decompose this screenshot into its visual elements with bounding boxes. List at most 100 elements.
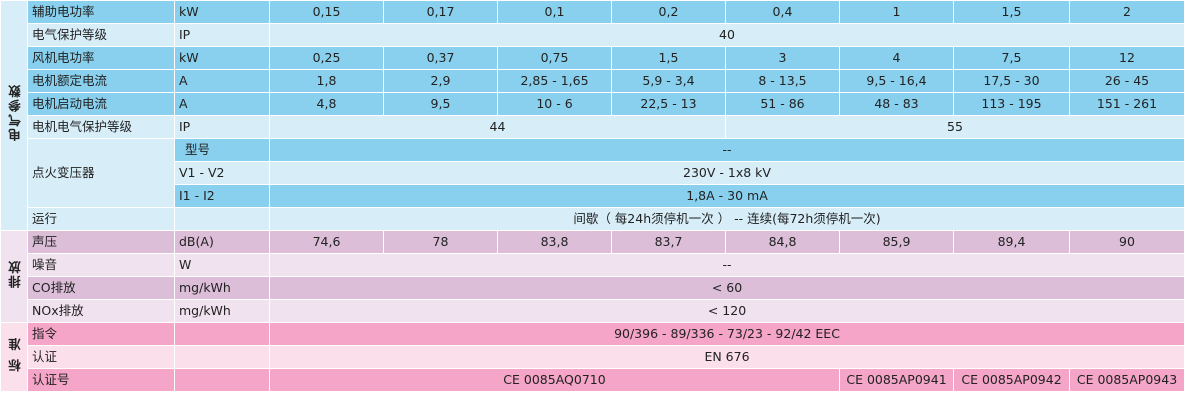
row-unit [174,322,270,346]
cell-value: 间歇（ 每24h须停机一次 ） -- 连续(每72h须停机一次) [269,207,1184,231]
cell-value: 48 - 83 [839,92,954,116]
cell-value: -- [269,138,1184,162]
row-nox: NOx排放 mg/kWh < 120 [0,299,1184,323]
cell-value: 1,8A - 30 mA [269,184,1184,208]
cell-value: 0,15 [269,0,384,24]
row-cert-no: 认证号 CE 0085AQ0710 CE 0085AP0941 CE 0085A… [0,368,1184,392]
row-label: 电机启动电流 [27,92,175,116]
cell-value: 2,85 - 1,65 [497,69,612,93]
cell-value: 113 - 195 [953,92,1070,116]
row-label: 点火变压器 [27,138,175,208]
cell-value: 83,7 [611,230,726,254]
cell-value: 0,25 [269,46,384,70]
row-certification: 认证 EN 676 [0,345,1184,369]
row-unit: kW [174,46,270,70]
row-operation: 运行 间歇（ 每24h须停机一次 ） -- 连续(每72h须停机一次) [0,207,1184,231]
cell-value: 0,1 [497,0,612,24]
row-label: 指令 [27,322,175,346]
row-unit: 型号 [174,138,270,162]
row-unit: IP [174,115,270,139]
row-unit: mg/kWh [174,299,270,323]
cell-value: 4 [839,46,954,70]
row-unit: IP [174,23,270,47]
row-aux-power: 电气参数 辅助电功率 kW 0,15 0,17 0,1 0,2 0,4 1 1,… [0,0,1184,231]
cell-value: 2 [1069,0,1184,24]
spec-table: 电气参数 辅助电功率 kW 0,15 0,17 0,1 0,2 0,4 1 1,… [0,0,1184,392]
row-rated-current: 电机额定电流 A 1,8 2,9 2,85 - 1,65 5,9 - 3,4 8… [0,69,1184,93]
row-label: 噪音 [27,253,175,277]
cell-value: 2,9 [383,69,498,93]
cell-value: 51 - 86 [725,92,840,116]
cell-value: 90/396 - 89/336 - 73/23 - 92/42 EEC [269,322,1184,346]
cell-value: 9,5 - 16,4 [839,69,954,93]
row-sound-pressure: 排放 声压 dB(A) 74,6 78 83,8 83,7 84,8 85,9 … [0,230,1184,323]
row-unit: A [174,69,270,93]
row-elec-protection: 电气保护等级 IP 40 [0,23,1184,47]
cell-value: 22,5 - 13 [611,92,726,116]
cell-value: 40 [269,23,1184,47]
cell-value: 8 - 13,5 [725,69,840,93]
row-label: 认证号 [27,368,175,392]
row-label: 电机额定电流 [27,69,175,93]
row-noise: 噪音 W -- [0,253,1184,277]
row-motor-protection: 电机电气保护等级 IP 44 55 [0,115,1184,139]
cell-value: 89,4 [953,230,1070,254]
row-unit [174,345,270,369]
cell-value: 26 - 45 [1069,69,1184,93]
cell-value: 0,2 [611,0,726,24]
row-label: 运行 [27,207,175,231]
cell-value: 0,75 [497,46,612,70]
row-unit: kW [174,0,270,24]
cell-value: < 60 [269,276,1184,300]
cell-value: 90 [1069,230,1184,254]
cell-value: CE 0085AP0942 [953,368,1070,392]
section-standards: 标 准 [0,322,28,392]
section-emission: 排放 [0,230,28,323]
row-co: CO排放 mg/kWh < 60 [0,276,1184,300]
row-transformer-model: 点火变压器 型号 -- [0,138,1184,208]
cell-value: 55 [725,115,1184,139]
row-label: 声压 [27,230,175,254]
cell-value: -- [269,253,1184,277]
row-start-current: 电机启动电流 A 4,8 9,5 10 - 6 22,5 - 13 51 - 8… [0,92,1184,116]
cell-value: 151 - 261 [1069,92,1184,116]
row-label: 风机电功率 [27,46,175,70]
row-label: 电机电气保护等级 [27,115,175,139]
cell-value: 1,5 [611,46,726,70]
cell-value: 1,5 [953,0,1070,24]
row-label: 认证 [27,345,175,369]
cell-value: 3 [725,46,840,70]
cell-value: 5,9 - 3,4 [611,69,726,93]
row-unit: dB(A) [174,230,270,254]
row-fan-power: 风机电功率 kW 0,25 0,37 0,75 1,5 3 4 7,5 12 [0,46,1184,70]
cell-value: 10 - 6 [497,92,612,116]
cell-value: 0,17 [383,0,498,24]
row-label: CO排放 [27,276,175,300]
section-electrical: 电气参数 [0,0,28,231]
row-unit: A [174,92,270,116]
cell-value: 17,5 - 30 [953,69,1070,93]
cell-value: CE 0085AQ0710 [269,368,840,392]
cell-value: 74,6 [269,230,384,254]
cell-value: 9,5 [383,92,498,116]
row-transformer-current: I1 - I2 1,8A - 30 mA [0,184,1184,208]
row-unit: W [174,253,270,277]
cell-value: 12 [1069,46,1184,70]
cell-value: 4,8 [269,92,384,116]
row-unit: V1 - V2 [174,161,270,185]
cell-value: 44 [269,115,726,139]
row-unit: I1 - I2 [174,184,270,208]
row-directive: 标 准 指令 90/396 - 89/336 - 73/23 - 92/42 E… [0,322,1184,392]
cell-value: 1 [839,0,954,24]
row-transformer-voltage: V1 - V2 230V - 1x8 kV [0,161,1184,185]
cell-value: CE 0085AP0943 [1069,368,1184,392]
cell-value: 1,8 [269,69,384,93]
cell-value: CE 0085AP0941 [839,368,954,392]
row-unit: mg/kWh [174,276,270,300]
cell-value: < 120 [269,299,1184,323]
cell-value: 0,4 [725,0,840,24]
row-unit [174,207,270,231]
cell-value: 0,37 [383,46,498,70]
row-label: NOx排放 [27,299,175,323]
cell-value: EN 676 [269,345,1184,369]
